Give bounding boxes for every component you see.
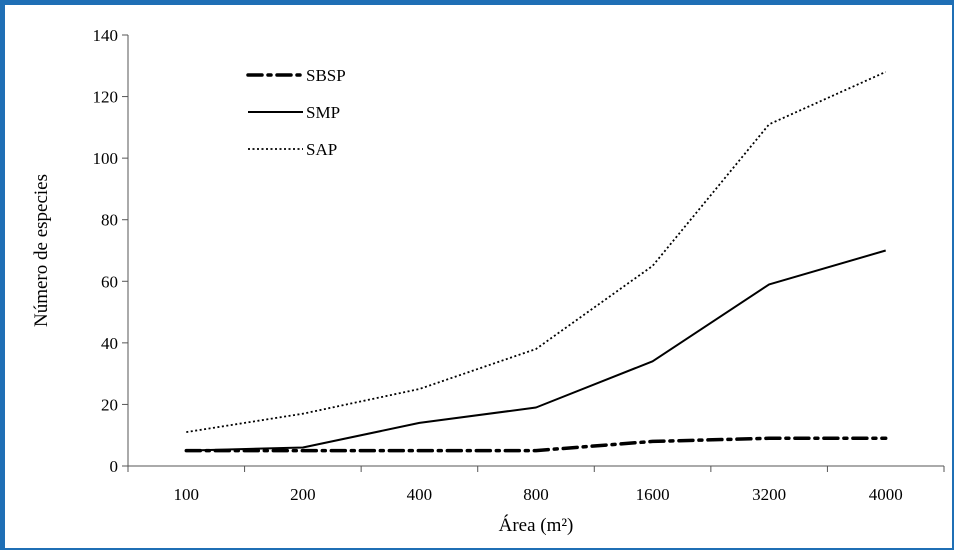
y-axis-title: Número de especies [31, 174, 52, 327]
x-tick-label: 800 [523, 485, 549, 504]
y-tick-label: 40 [101, 334, 118, 353]
x-axis-ticks: 100 200 400 800 1600 3200 4000 [127, 466, 945, 504]
legend-label-smp: SMP [306, 103, 340, 122]
x-tick-label: 1600 [636, 485, 670, 504]
y-tick-label: 120 [93, 88, 119, 107]
y-tick-label: 140 [93, 26, 119, 45]
series-line-smp [186, 249, 886, 452]
y-tick-label: 0 [110, 457, 119, 476]
line-chart: 0 20 40 60 80 100 120 140 100 200 400 800 1600 3200 4… [31, 26, 945, 536]
y-tick-label: 80 [101, 211, 118, 230]
legend-label-sap: SAP [306, 140, 337, 159]
y-tick-label: 100 [93, 149, 119, 168]
series-lines [184, 71, 888, 453]
series-line-sbsp [184, 436, 888, 453]
axes [127, 35, 944, 467]
legend: SBSP SMP SAP [246, 66, 346, 159]
series-line-sap [186, 71, 887, 433]
x-tick-label: 3200 [752, 485, 786, 504]
x-tick-label: 100 [174, 485, 200, 504]
y-tick-label: 60 [101, 272, 118, 291]
x-tick-label: 200 [290, 485, 316, 504]
y-tick-label: 20 [101, 395, 118, 414]
x-axis-title: Área (m²) [499, 514, 574, 536]
legend-label-sbsp: SBSP [306, 66, 346, 85]
y-axis-ticks: 0 20 40 60 80 100 120 140 [93, 26, 128, 476]
x-tick-label: 400 [407, 485, 433, 504]
x-tick-label: 4000 [869, 485, 903, 504]
